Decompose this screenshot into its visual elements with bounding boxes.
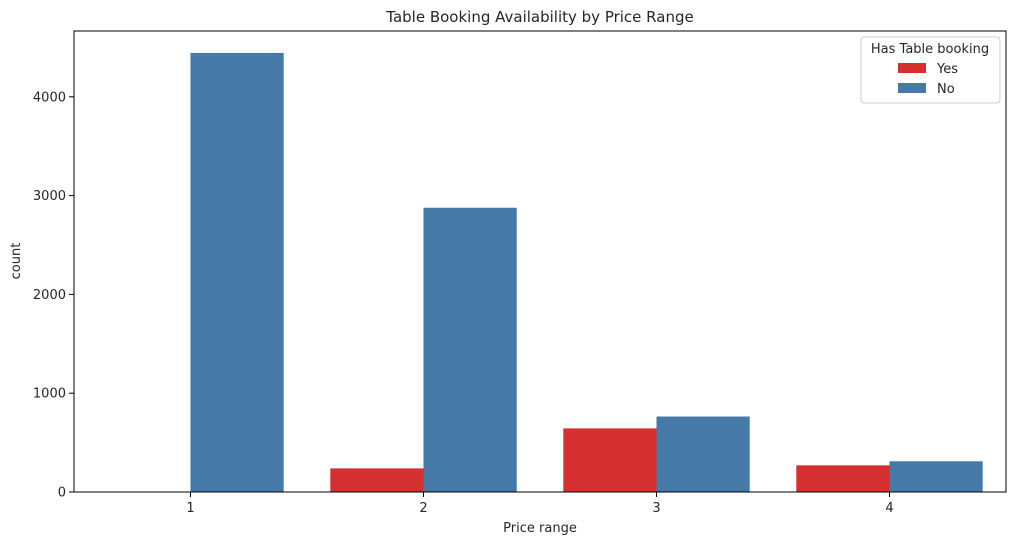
bar-no-1 [190,52,284,492]
y-axis-label: count [9,243,24,280]
y-ticks-group: 0 1000 2000 3000 4000 [33,90,74,501]
x-ticks-group: 1 2 3 4 [186,492,894,516]
bar-yes-2 [330,468,424,492]
plot-frame [73,30,1007,493]
y-tick-label: 0 [58,486,66,501]
bar-no-3 [656,416,750,492]
x-tick-label: 4 [885,501,893,516]
y-tick-label: 3000 [33,189,66,204]
x-axis-label: Price range [503,521,577,536]
legend-label-yes: Yes [936,62,958,77]
legend-title: Has Table booking [871,42,989,57]
bar-no-4 [889,461,983,492]
legend-label-no: No [937,82,955,97]
legend-swatch-no [898,83,926,93]
legend-box [860,36,1001,104]
y-tick-label: 2000 [33,288,66,303]
x-tick-label: 1 [186,501,194,516]
bar-yes-4 [796,465,890,492]
y-tick-label: 1000 [33,387,66,402]
bars-group [190,52,983,492]
bar-no-2 [423,207,517,492]
x-tick-label: 3 [652,501,660,516]
legend: Has Table booking Yes No [860,36,1001,104]
axes-group [73,30,1007,493]
chart-title: Table Booking Availability by Price Rang… [385,8,693,26]
x-tick-label: 2 [419,501,427,516]
bar-yes-3 [563,428,657,492]
legend-swatch-yes [898,63,926,73]
y-tick-label: 4000 [33,90,66,105]
